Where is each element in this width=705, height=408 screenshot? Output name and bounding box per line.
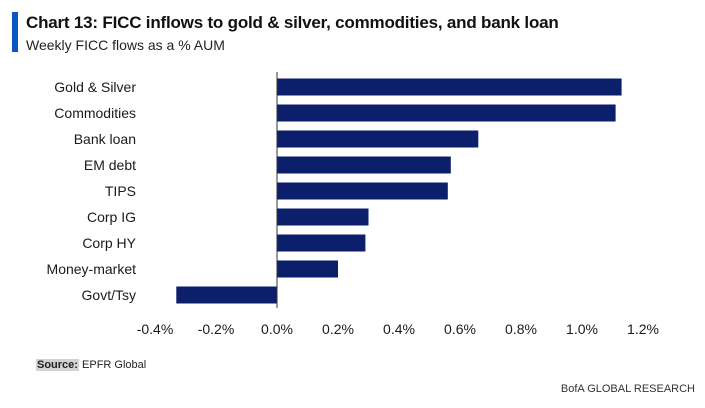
category-label: Gold & Silver <box>54 79 136 95</box>
category-label: EM debt <box>84 157 136 173</box>
x-tick-label: -0.2% <box>198 321 235 337</box>
bar-commodities <box>277 104 616 122</box>
category-label: Corp HY <box>82 235 136 251</box>
x-tick-label: 0.8% <box>505 321 537 337</box>
bar-money-market <box>277 260 338 278</box>
category-label: Govt/Tsy <box>82 287 136 303</box>
category-label: TIPS <box>105 183 136 199</box>
source-note: Source: EPFR Global <box>36 359 146 371</box>
category-label: Bank loan <box>74 131 136 147</box>
x-tick-label: 1.2% <box>627 321 659 337</box>
source-text: EPFR Global <box>78 359 147 371</box>
bar-bank-loan <box>277 130 479 148</box>
bar-govt-tsy <box>176 286 277 304</box>
x-tick-label: 0.2% <box>322 321 354 337</box>
source-label: Source: <box>36 359 79 371</box>
chart-subtitle: Weekly FICC flows as a % AUM <box>26 37 225 53</box>
category-label: Commodities <box>54 105 136 121</box>
category-label: Corp IG <box>87 209 136 225</box>
x-tick-label: 0.6% <box>444 321 476 337</box>
category-label: Money-market <box>47 261 137 277</box>
x-tick-label: 0.4% <box>383 321 415 337</box>
brand-footer: BofA GLOBAL RESEARCH <box>560 383 695 395</box>
bar-tips <box>277 182 448 200</box>
bar-corp-hy <box>277 234 366 252</box>
bar-corp-ig <box>277 208 369 226</box>
chart-title: Chart 13: FICC inflows to gold & silver,… <box>26 13 559 32</box>
x-tick-label: 0.0% <box>261 321 293 337</box>
x-tick-label: 1.0% <box>566 321 598 337</box>
x-tick-label: -0.4% <box>137 321 174 337</box>
bar-em-debt <box>277 156 451 174</box>
bar-gold-silver <box>277 78 622 96</box>
title-accent-bar <box>12 12 18 52</box>
